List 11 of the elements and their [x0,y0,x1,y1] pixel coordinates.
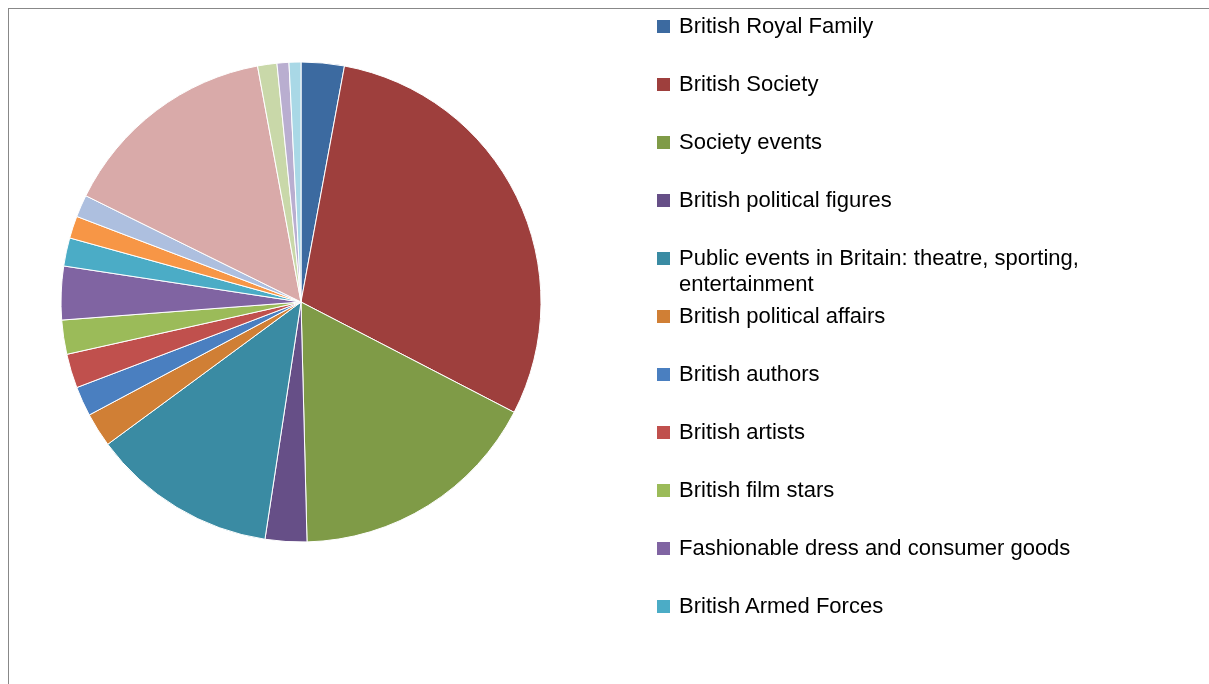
legend-label: Fashionable dress and consumer goods [679,535,1071,561]
legend-label: Society events [679,129,823,155]
legend-label: British Society [679,71,819,97]
legend-label: Public events in Britain: theatre, sporting, entertainment [679,245,1080,297]
legend-label: British Armed Forces [679,593,884,619]
legend-label: British Royal Family [679,13,874,39]
legend-label: British political affairs [679,303,886,329]
legend-label: British political figures [679,187,892,213]
legend-label: British authors [679,361,820,387]
legend-label: British film stars [679,477,835,503]
legend-label: British artists [679,419,805,445]
